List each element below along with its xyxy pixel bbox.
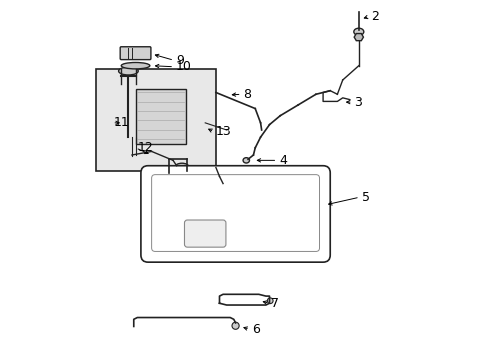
Text: 8: 8	[243, 88, 251, 101]
FancyBboxPatch shape	[141, 166, 329, 262]
Ellipse shape	[121, 63, 149, 69]
Text: 4: 4	[279, 154, 286, 167]
FancyBboxPatch shape	[135, 89, 185, 144]
Text: 6: 6	[251, 323, 259, 336]
FancyBboxPatch shape	[96, 69, 216, 171]
Text: 3: 3	[354, 96, 362, 109]
Text: 13: 13	[216, 125, 231, 138]
Text: 11: 11	[114, 116, 130, 129]
Ellipse shape	[118, 67, 138, 75]
Ellipse shape	[243, 158, 249, 163]
Circle shape	[267, 298, 272, 303]
Text: 12: 12	[137, 141, 153, 154]
Polygon shape	[353, 33, 363, 41]
Ellipse shape	[175, 163, 188, 170]
FancyBboxPatch shape	[184, 220, 225, 247]
FancyBboxPatch shape	[151, 175, 319, 251]
Circle shape	[231, 322, 239, 329]
Text: 2: 2	[370, 10, 378, 23]
FancyBboxPatch shape	[120, 47, 151, 60]
Ellipse shape	[353, 28, 363, 35]
Text: 10: 10	[176, 60, 191, 73]
Text: 9: 9	[176, 54, 183, 67]
Text: 7: 7	[271, 297, 279, 310]
Text: 5: 5	[361, 191, 369, 204]
